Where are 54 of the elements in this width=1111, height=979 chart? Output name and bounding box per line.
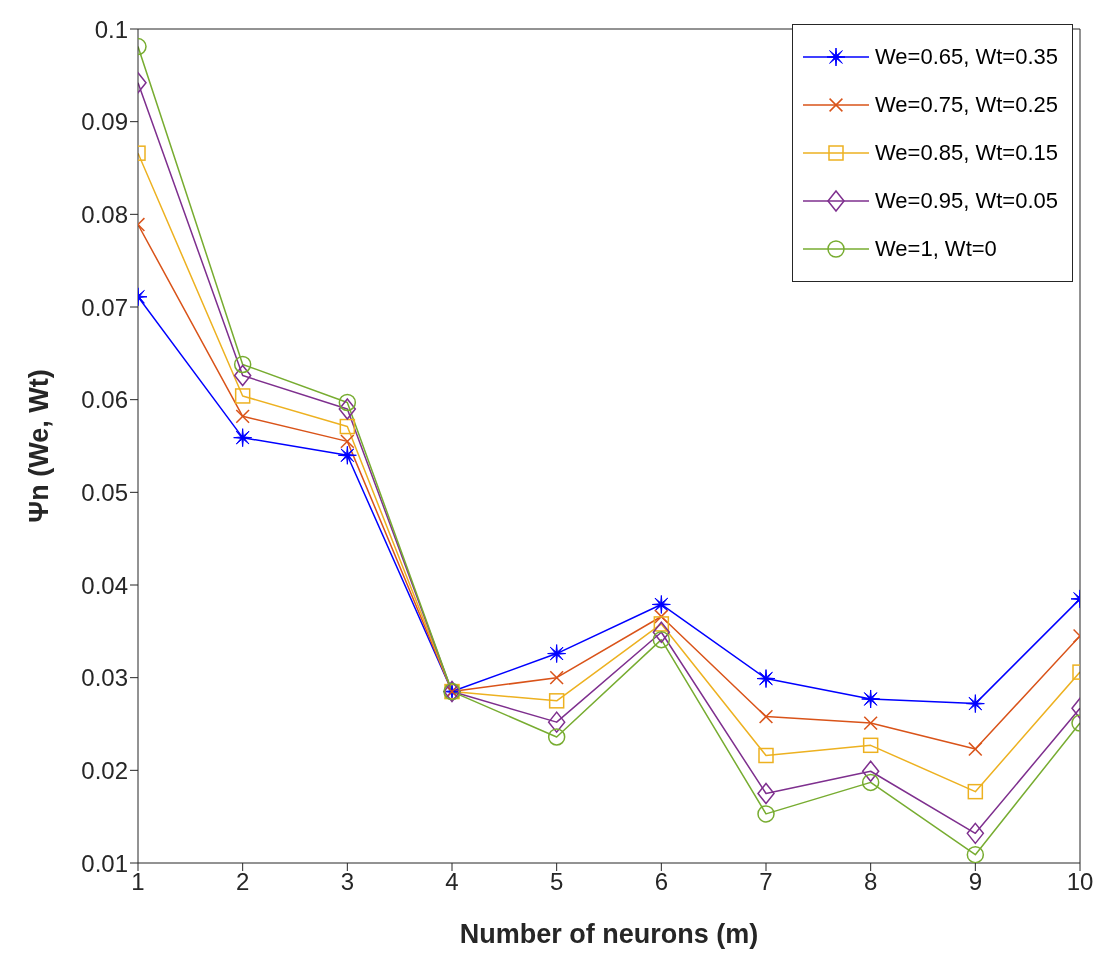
x-tick-label: 10 — [1066, 868, 1094, 896]
x-tick-label: 1 — [131, 868, 145, 896]
y-tick-label: 0.07 — [81, 293, 128, 321]
x-tick-label: 9 — [968, 868, 983, 896]
point — [965, 694, 985, 714]
point — [547, 728, 566, 746]
point — [339, 418, 356, 435]
point — [337, 445, 357, 465]
y-tick-label: 0.03 — [81, 664, 128, 692]
point — [233, 364, 252, 387]
y-tick-label: 0.02 — [81, 756, 128, 784]
point — [966, 845, 985, 863]
legend-label: We=0.65, Wt=0.35 — [874, 44, 1058, 70]
point — [233, 428, 253, 448]
point — [651, 594, 671, 614]
y-tick-label: 0.05 — [81, 478, 128, 506]
y-tick-label: 0.06 — [81, 386, 128, 414]
x-tick-label: 7 — [759, 868, 773, 896]
point — [233, 355, 252, 374]
point — [547, 644, 567, 664]
y-tick-label: 0.09 — [81, 108, 128, 136]
point — [756, 669, 776, 689]
x-tick-label: 3 — [340, 868, 355, 896]
point — [967, 783, 984, 800]
x-axis-title: Number of neurons (m) — [459, 919, 759, 949]
point — [966, 822, 985, 845]
y-axis-title: Ψn (We, Wt) — [23, 369, 54, 523]
legend-label: We=1, Wt=0 — [874, 236, 997, 262]
point — [861, 689, 881, 709]
point — [547, 711, 566, 733]
y-tick-label: 0.01 — [81, 849, 128, 877]
x-tick-label: 5 — [549, 868, 564, 896]
point — [862, 737, 879, 754]
point — [757, 805, 775, 823]
y-tick-label: 0.04 — [81, 571, 128, 599]
y-tick-label: 0.1 — [94, 15, 128, 43]
point — [338, 398, 357, 420]
point — [652, 630, 671, 649]
x-tick-label: 2 — [235, 868, 250, 896]
point — [758, 747, 774, 764]
point — [861, 773, 880, 792]
point — [234, 388, 251, 404]
x-tick-label: 6 — [654, 868, 669, 896]
legend-label: We=0.75, Wt=0.25 — [874, 92, 1058, 118]
x-tick-label: 8 — [863, 868, 878, 896]
legend-label: We=0.85, Wt=0.15 — [874, 140, 1058, 166]
y-tick-label: 0.08 — [81, 200, 128, 228]
point — [757, 782, 775, 805]
point — [861, 760, 880, 783]
point — [338, 393, 357, 412]
point — [548, 693, 565, 709]
point — [652, 621, 671, 644]
x-tick-label: 4 — [445, 868, 459, 896]
legend-label: We=0.95, Wt=0.05 — [874, 188, 1058, 214]
